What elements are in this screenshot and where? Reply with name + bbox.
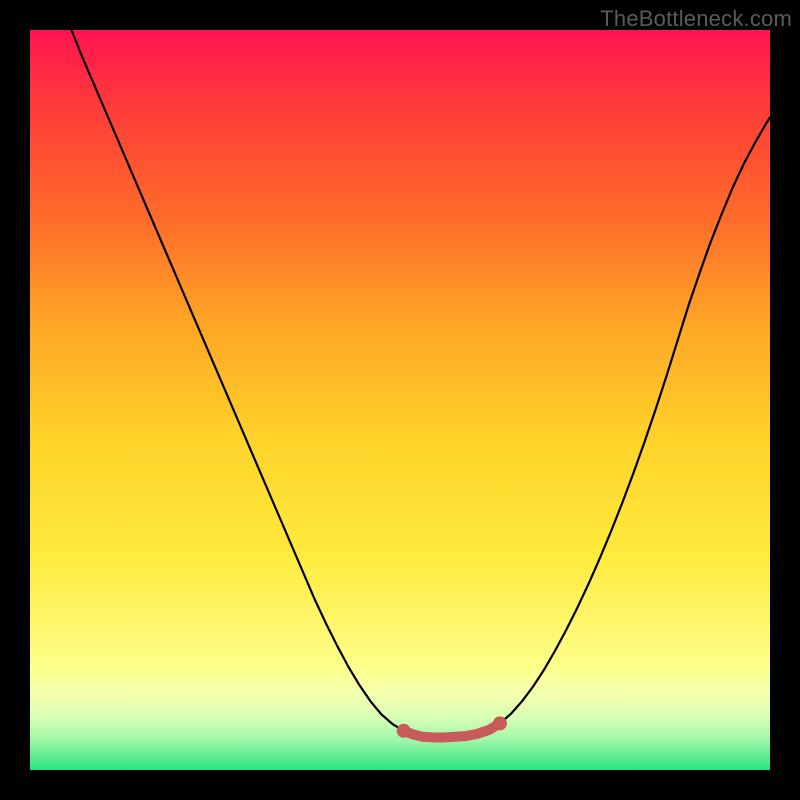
plot-area	[30, 30, 770, 770]
highlight-end-dot	[397, 724, 411, 738]
highlight-end-dot	[493, 716, 507, 730]
plot-svg	[30, 30, 770, 770]
chart-root: TheBottleneck.com	[0, 0, 800, 800]
attribution-label: TheBottleneck.com	[600, 6, 792, 32]
